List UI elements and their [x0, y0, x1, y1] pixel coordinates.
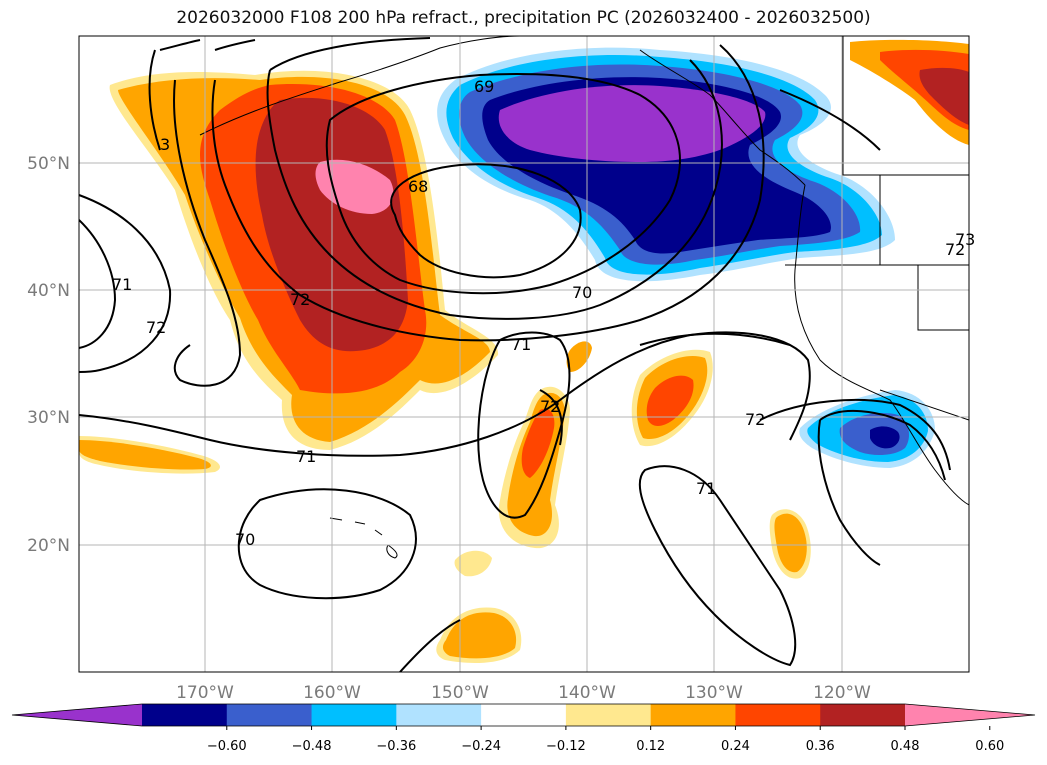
us-west-coast: [794, 184, 969, 506]
neg-baja-navy: [870, 426, 900, 449]
lat-label-30n: 30°N: [27, 408, 70, 428]
colorbar-segment: [820, 704, 906, 726]
colorbar-segment: [142, 704, 228, 726]
contour-label: 72: [146, 318, 166, 337]
pos-blob-central-red: [521, 408, 555, 478]
map-title: 2026032000 F108 200 hPa refract., precip…: [176, 8, 871, 28]
lat-label-20n: 20°N: [27, 536, 70, 556]
colorbar-tick-label: −0.12: [546, 739, 586, 754]
contour-label: 72: [945, 240, 965, 259]
colorbar-segment: [565, 704, 652, 726]
contour-label: 73: [955, 230, 975, 249]
lat-label-50n: 50°N: [27, 154, 70, 174]
pos-ne-corner-darkred: [919, 67, 969, 125]
hawaii-islands: [329, 517, 398, 559]
contour-72-west: [79, 194, 172, 373]
pos-blob-southeast-orange: [774, 513, 807, 573]
contour-label: 72: [290, 290, 310, 309]
lon-label-140w: 140°W: [558, 683, 616, 703]
canada-coast: [639, 49, 806, 186]
colorbar-tick-label: −0.24: [461, 739, 501, 754]
lon-label-150w: 150°W: [431, 683, 489, 703]
contour-label: 72: [540, 397, 560, 416]
pos-blob-south-1: [454, 550, 492, 577]
colorbar-extend-low: [12, 704, 142, 726]
contour-71-south-loop: [477, 331, 571, 519]
lon-label-160w: 160°W: [303, 683, 361, 703]
contour-labels: 3 68 69 70 71 71 72 72 72 71 71 72 70 72…: [112, 77, 975, 549]
pos-band-southwest-orange: [79, 440, 211, 470]
contour-68: [390, 163, 582, 279]
contour-69: [325, 73, 681, 295]
contour-72-north: [159, 39, 881, 387]
colorbar-tick-label: −0.36: [376, 739, 416, 754]
contour-label: 3: [160, 135, 170, 154]
contour-label: 68: [408, 177, 428, 196]
lat-labels: 50°N 40°N 30°N 20°N: [27, 154, 70, 556]
contour-71-north: [211, 39, 765, 342]
contour-label: 70: [572, 283, 592, 302]
contour-label: 69: [474, 77, 494, 96]
contours: [79, 37, 951, 672]
contour-72-south-right: [639, 332, 951, 471]
contour-72-central: [539, 389, 563, 446]
lat-label-40n: 40°N: [27, 281, 70, 301]
contour-label: 71: [696, 479, 716, 498]
contour-71-southeast: [638, 465, 797, 667]
contour-71-west: [79, 219, 117, 349]
alaska-coast: [199, 36, 521, 136]
nw-corner-inset-border: [842, 36, 969, 176]
pos-blob-small-1: [566, 341, 592, 372]
contour-label: 71: [296, 447, 316, 466]
colorbar-tick-label: −0.60: [207, 739, 247, 754]
colorbar-outline: [11, 703, 1036, 727]
contour-72-east-loop: [817, 409, 946, 566]
colorbar-tick-label: 0.24: [721, 739, 750, 754]
colorbar-segment: [735, 704, 821, 726]
colorbar-tick-label: 0.48: [891, 739, 920, 754]
colorbar-tick-label: 0.36: [806, 739, 835, 754]
precipitation-fills: [79, 39, 969, 663]
colorbar-segment: [226, 704, 313, 726]
contour-label: 70: [235, 530, 255, 549]
contour-70-south-left: [237, 488, 417, 600]
pos-band-west-pink: [315, 159, 394, 214]
contour-70-north: [266, 37, 723, 320]
pos-blob-east-red: [646, 375, 694, 426]
colorbar-extend-high: [905, 704, 1035, 726]
pos-blob-south-2-orange: [442, 612, 517, 659]
coastlines: [199, 36, 969, 559]
contour-label: 72: [745, 410, 765, 429]
lon-label-170w: 170°W: [176, 683, 234, 703]
lon-label-130w: 130°W: [685, 683, 743, 703]
contour-71-south: [79, 331, 811, 457]
state-border-3: [917, 265, 969, 331]
colorbar-tick-label: −0.48: [292, 739, 332, 754]
colorbar-segment: [481, 704, 567, 726]
colorbar-tick-label: 0.12: [636, 739, 665, 754]
lon-labels: 170°W 160°W 150°W 140°W 130°W 120°W: [176, 683, 871, 703]
gridlines: [79, 36, 969, 672]
map-frame: [78, 35, 970, 673]
contour-70-south-bottom: [399, 619, 461, 672]
colorbar-segment: [396, 704, 482, 726]
us-mexico-border: [879, 389, 969, 421]
colorbar-tick-label: 0.60: [975, 739, 1004, 754]
neg-ne-pacific-purple: [498, 85, 766, 162]
contour-73: [148, 49, 161, 151]
lon-label-120w: 120°W: [813, 683, 871, 703]
colorbar-segment: [311, 704, 397, 726]
contour-label: 71: [112, 275, 132, 294]
colorbar: −0.60 −0.48 −0.36 −0.24 −0.12 0.12 0.24 0.36 0.4…: [11, 703, 1036, 754]
colorbar-segment: [650, 704, 736, 726]
contour-label: 71: [511, 335, 531, 354]
